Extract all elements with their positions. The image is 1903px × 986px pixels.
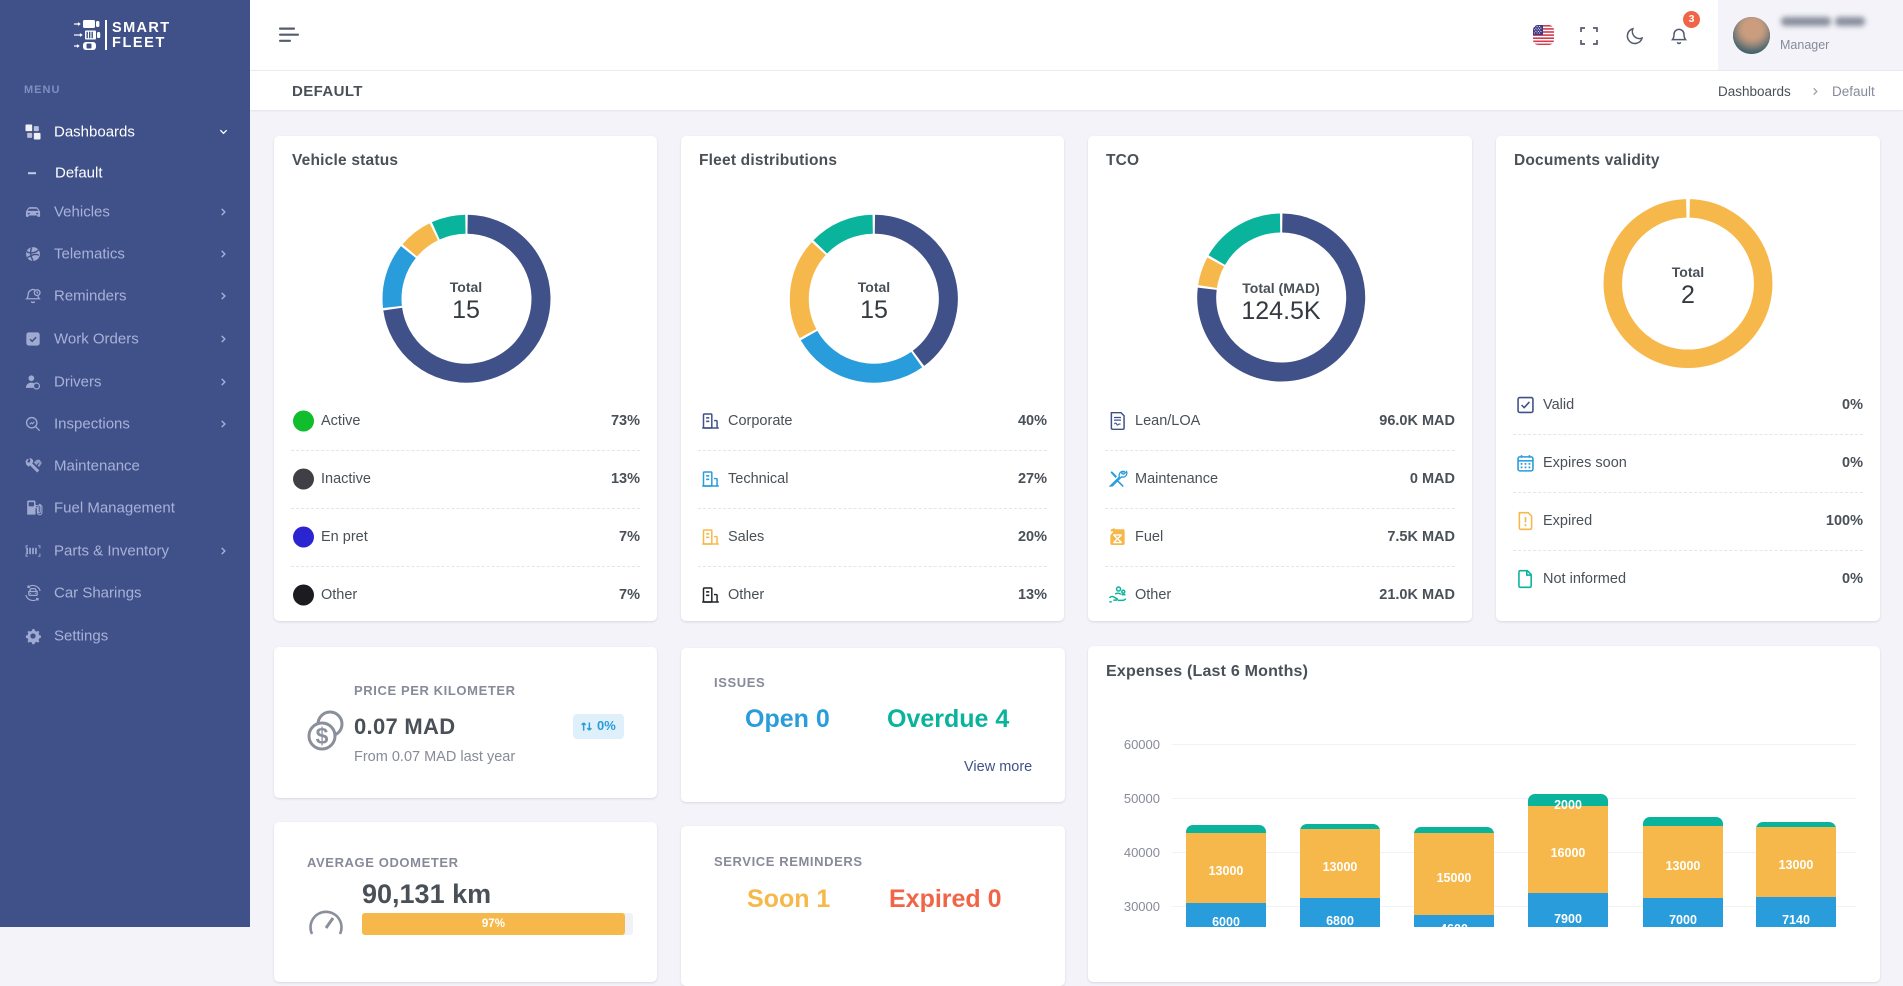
svg-text:FLEET: FLEET bbox=[112, 35, 166, 51]
svg-text:$: $ bbox=[316, 723, 329, 749]
svg-text:SMART: SMART bbox=[112, 20, 171, 36]
